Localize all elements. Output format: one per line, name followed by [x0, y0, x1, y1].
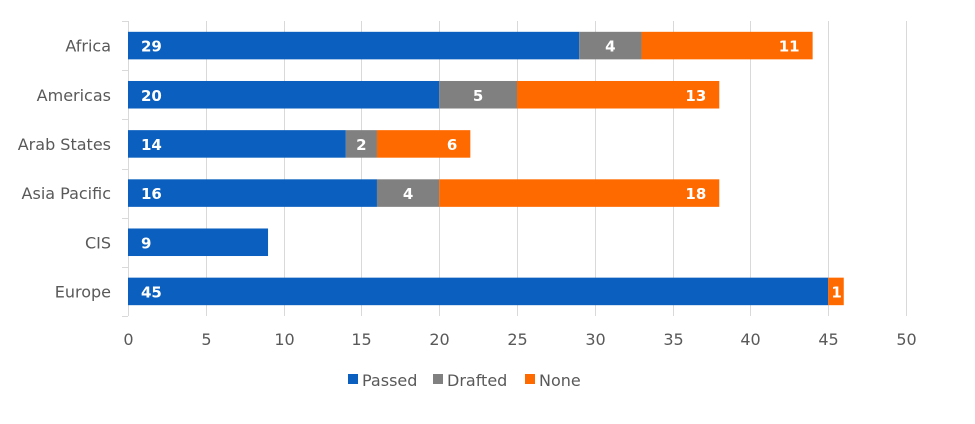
- gridlines: [122, 21, 907, 317]
- category-label: Europe: [55, 282, 111, 301]
- legend-label-none: None: [539, 371, 581, 390]
- x-tick-label-40: 40: [740, 330, 760, 349]
- data-labels: 29 4 11 20 5 13 14 2 6 16 4 18 9 45 1: [141, 38, 842, 302]
- x-tick-label-20: 20: [429, 330, 449, 349]
- data-label: 45: [141, 283, 162, 301]
- category-label: Asia Pacific: [22, 184, 111, 203]
- x-tick-label-15: 15: [351, 330, 371, 349]
- bar-drafted-americas: [439, 80, 517, 109]
- bar-passed-africa: [128, 31, 580, 60]
- legend-swatch-passed: [348, 374, 358, 384]
- category-label: CIS: [85, 233, 111, 252]
- bar-none-americas: [517, 80, 720, 109]
- x-tick-label-5: 5: [201, 330, 211, 349]
- bar-passed-europe: [128, 277, 829, 306]
- data-label: 16: [141, 185, 162, 203]
- x-tick-label-45: 45: [818, 330, 838, 349]
- x-tick-label-30: 30: [585, 330, 605, 349]
- legend-swatch-none: [525, 374, 535, 384]
- data-label: 11: [779, 38, 800, 56]
- data-label: 2: [356, 136, 366, 154]
- data-label: 9: [141, 234, 151, 252]
- data-label: 6: [447, 136, 457, 154]
- bar-none-africa: [641, 31, 813, 60]
- x-tick-label-35: 35: [663, 330, 683, 349]
- bar-none-europe: [828, 277, 844, 306]
- category-label: Arab States: [18, 135, 111, 154]
- bar-passed-cis: [128, 228, 269, 257]
- data-label: 4: [403, 185, 413, 203]
- x-tick-label-25: 25: [507, 330, 527, 349]
- bar-none-arab-states: [376, 130, 471, 158]
- data-label: 13: [685, 87, 706, 105]
- bars: [128, 31, 844, 306]
- legend-label-passed: Passed: [362, 371, 417, 390]
- x-axis-ticks: 0 5 10 15 20 25 30 35 40 45 50: [123, 330, 916, 349]
- legend-label-drafted: Drafted: [447, 371, 507, 390]
- data-label: 1: [831, 283, 841, 301]
- bar-passed-arab-states: [128, 130, 346, 158]
- data-label: 18: [685, 185, 706, 203]
- bar-passed-americas: [128, 80, 440, 109]
- x-tick-label-50: 50: [896, 330, 916, 349]
- data-label: 20: [141, 87, 162, 105]
- data-label: 29: [141, 38, 162, 56]
- bar-drafted-africa: [579, 31, 642, 60]
- x-tick-label-10: 10: [274, 330, 294, 349]
- bar-drafted-arab-states: [345, 130, 377, 158]
- x-tick-label-0: 0: [123, 330, 133, 349]
- category-labels: Africa Americas Arab States Asia Pacific CIS…: [18, 37, 111, 302]
- bar-passed-asia-pacific: [128, 179, 377, 207]
- bar-drafted-asia-pacific: [376, 179, 440, 207]
- legend: Passed Drafted None: [348, 371, 581, 390]
- data-label: 5: [473, 87, 483, 105]
- data-label: 4: [605, 38, 615, 56]
- bar-none-asia-pacific: [439, 179, 720, 207]
- data-label: 14: [141, 136, 162, 154]
- category-label: Americas: [37, 86, 111, 105]
- category-label: Africa: [65, 37, 111, 56]
- legend-swatch-drafted: [433, 374, 443, 384]
